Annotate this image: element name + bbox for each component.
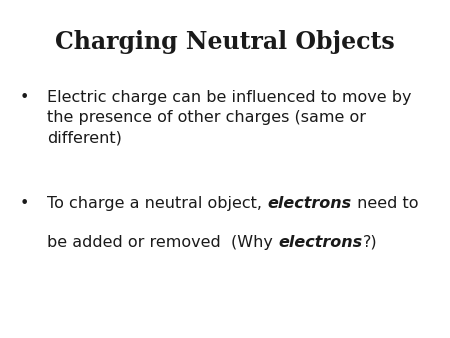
Text: electrons: electrons [278,235,362,250]
Text: Charging Neutral Objects: Charging Neutral Objects [55,30,395,54]
Text: •: • [20,196,29,211]
Text: To charge a neutral object,: To charge a neutral object, [47,196,267,211]
Text: be added or removed  (Why: be added or removed (Why [47,235,278,250]
Text: •: • [20,90,29,104]
Text: need to: need to [351,196,418,211]
Text: ?): ?) [362,235,377,250]
Text: Electric charge can be influenced to move by
the presence of other charges (same: Electric charge can be influenced to mov… [47,90,412,145]
Text: electrons: electrons [267,196,351,211]
